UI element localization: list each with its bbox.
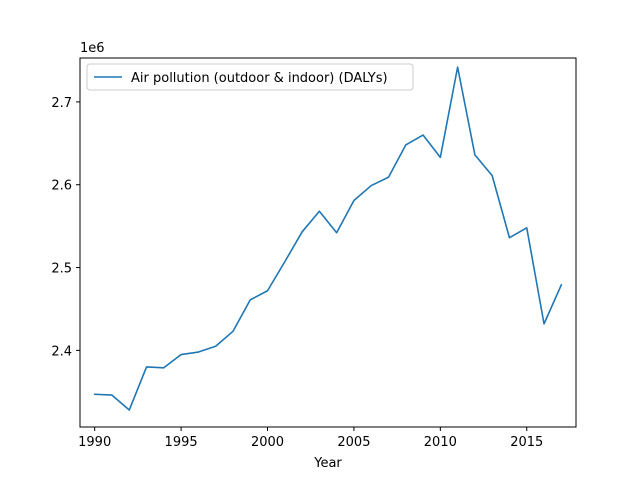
x-tick-label: 2000 [251,435,284,450]
x-tick-label: 1995 [165,435,198,450]
y-tick-label: 2.7 [51,96,72,111]
y-offset-label: 1e6 [80,41,105,56]
y-tick-label: 2.6 [51,179,72,194]
y-tick-label: 2.5 [51,262,72,277]
x-axis-label: Year [313,456,342,471]
y-tick-label: 2.4 [51,344,72,359]
x-tick-label: 2005 [337,435,370,450]
x-tick-label: 2015 [510,435,543,450]
legend: Air pollution (outdoor & indoor) (DALYs) [86,63,414,91]
series-line [93,66,563,411]
legend-series-label: Air pollution (outdoor & indoor) (DALYs) [131,71,388,86]
x-tick-label: 1990 [78,435,111,450]
x-tick-label: 2010 [424,435,457,450]
axes-frame [79,57,577,428]
legend-box [86,63,414,91]
